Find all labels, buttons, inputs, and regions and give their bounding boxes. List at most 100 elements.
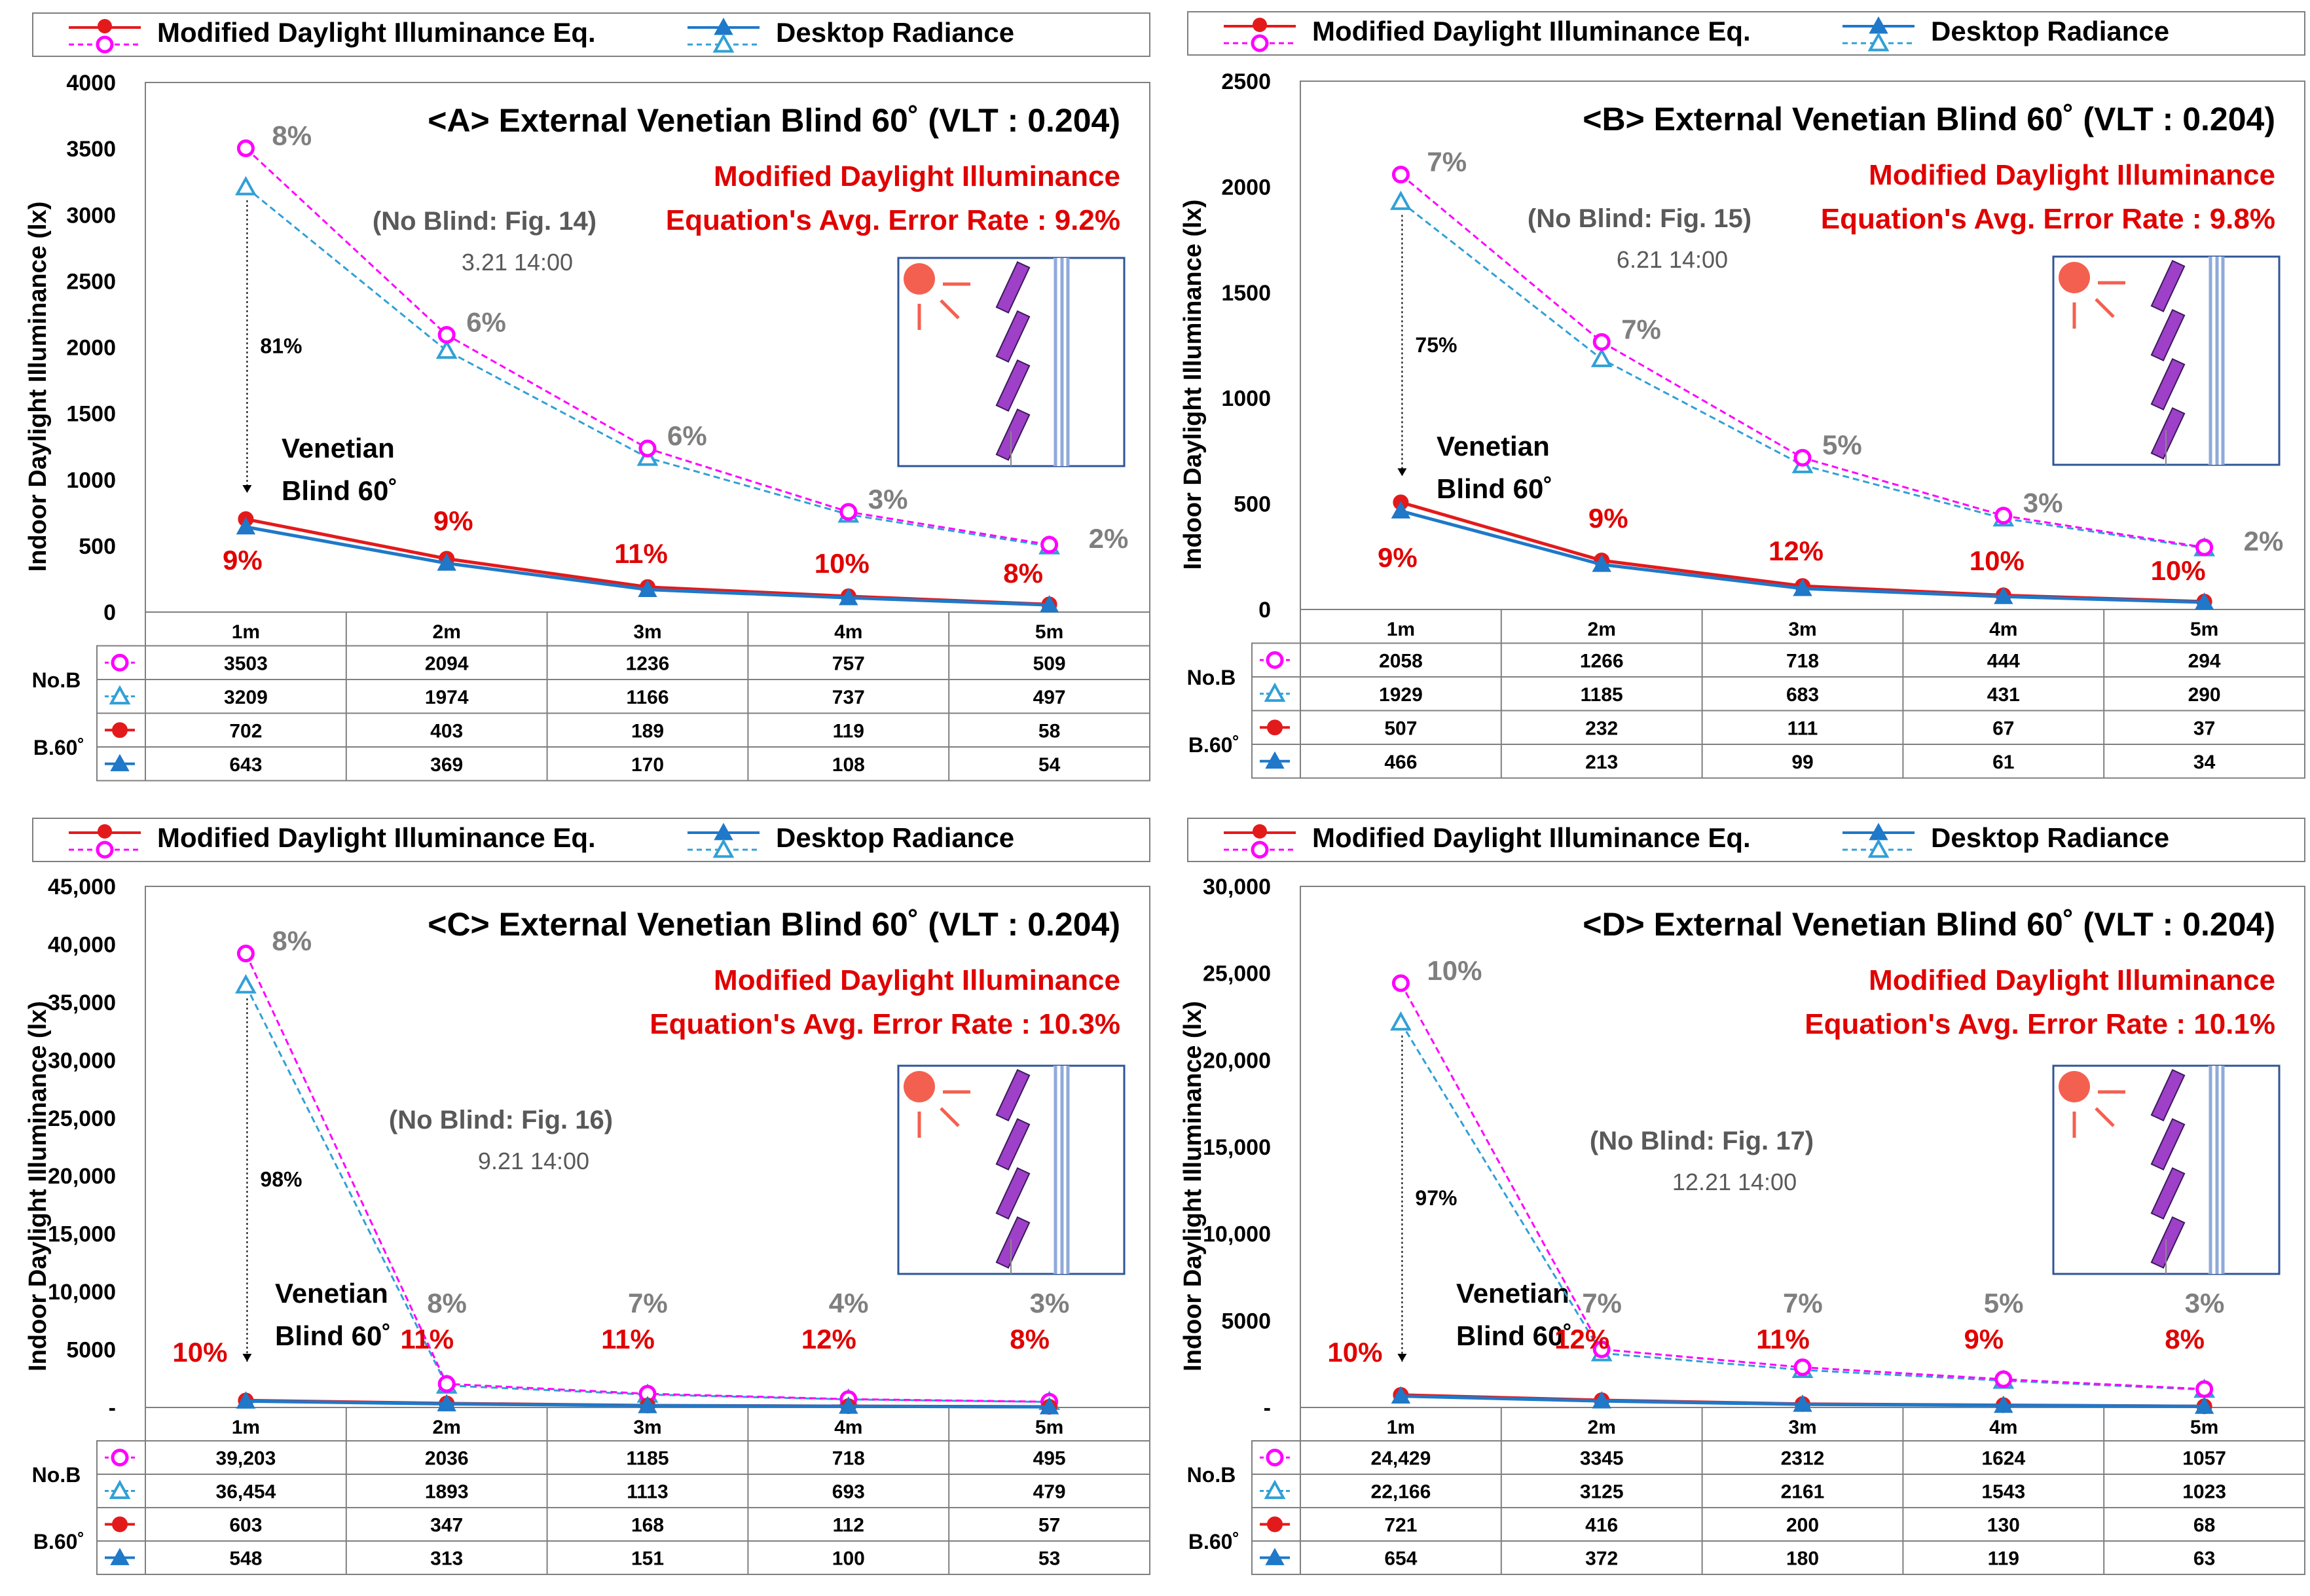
- legend-marker-radiance-noblind: [712, 33, 735, 53]
- venetian-label: Blind 60˚: [275, 1320, 391, 1351]
- x-tick-label: 4m: [1989, 1417, 2017, 1438]
- y-tick-label: 2000: [66, 336, 116, 361]
- error-noblind-label: 8%: [272, 926, 312, 956]
- error-blind-label: 10%: [815, 548, 870, 579]
- table-group-noblind: No.B: [32, 668, 81, 692]
- series-noblind-radiance-point: [235, 175, 257, 196]
- table-legend-marker: [1267, 719, 1283, 736]
- table-cell: 3345: [1580, 1448, 1624, 1470]
- table-cell: 112: [833, 1515, 864, 1536]
- series-noblind-radiance-point: [235, 974, 257, 994]
- table-cell: 643: [229, 754, 262, 776]
- blind-slat-icon: [995, 310, 1031, 363]
- error-blind-label: 9%: [1378, 542, 1418, 573]
- series-noblind-mdie-point: [1793, 1358, 1812, 1377]
- x-tick-label: 3m: [633, 621, 661, 643]
- error-noblind-label: 3%: [868, 484, 908, 515]
- y-tick-label: 2000: [1221, 175, 1271, 200]
- table-legend-marker: [109, 685, 131, 705]
- series-noblind-mdie-point: [2195, 1380, 2214, 1398]
- legend-mdie-label: Modified Daylight Illuminance Eq.: [1312, 16, 1751, 46]
- table-cell: 36,454: [216, 1481, 276, 1503]
- table-cell: 2161: [1781, 1481, 1825, 1503]
- table-cell: 507: [1384, 717, 1417, 739]
- table-cell: 61: [1992, 752, 2014, 773]
- table-legend-marker: [1265, 751, 1285, 769]
- table-cell: 718: [832, 1448, 865, 1470]
- table-cell: 22,166: [1371, 1481, 1431, 1503]
- legend-mdie-label: Modified Daylight Illuminance Eq.: [1312, 822, 1751, 853]
- series-blind-radiance-point: [236, 1391, 256, 1409]
- y-tick-label: 15,000: [48, 1222, 116, 1247]
- error-noblind-label: 2%: [2244, 526, 2284, 556]
- table-cell: 3209: [224, 687, 268, 708]
- y-axis-label: Indoor Daylight Illuminance (lx): [24, 1001, 52, 1371]
- table-cell: 2058: [1379, 650, 1423, 672]
- series-noblind-mdie-point: [236, 945, 255, 963]
- table-legend-marker: [1266, 1449, 1284, 1466]
- error-blind-label: 8%: [1003, 558, 1043, 589]
- chart-title: <A> External Venetian Blind 60˚ (VLT : 0…: [428, 102, 1120, 139]
- chart-title: <C> External Venetian Blind 60˚ (VLT : 0…: [428, 906, 1120, 943]
- y-tick-label: 1500: [66, 402, 116, 427]
- y-tick-label: 10,000: [1203, 1222, 1271, 1247]
- table-group-noblind: No.B: [32, 1463, 81, 1487]
- table-cell: 119: [1988, 1548, 2019, 1570]
- table-group-blind: B.60˚: [1188, 1530, 1239, 1553]
- arrow-head: [1397, 468, 1407, 477]
- table-cell: 54: [1038, 754, 1061, 776]
- series-blind-radiance-point: [236, 517, 256, 535]
- table-cell: 53: [1038, 1548, 1060, 1570]
- table-cell: 290: [2188, 684, 2221, 706]
- legend-mdie-label: Modified Daylight Illuminance Eq.: [157, 17, 596, 48]
- table-cell: 1893: [425, 1481, 469, 1503]
- table-cell: 119: [833, 720, 864, 742]
- error-noblind-label: 7%: [1783, 1288, 1823, 1318]
- table-cell: 479: [1033, 1481, 1066, 1503]
- y-tick-label: -: [109, 1396, 116, 1421]
- table-cell: 67: [1992, 717, 2014, 739]
- series-noblind-mdie-point: [1391, 974, 1410, 992]
- y-tick-label: 35,000: [48, 990, 116, 1015]
- legend-marker-mdie: [1253, 824, 1267, 839]
- table-cell: 2312: [1781, 1448, 1825, 1470]
- series-noblind-mdie-point: [437, 1375, 456, 1393]
- error-noblind-label: 8%: [427, 1288, 467, 1318]
- y-tick-label: 25,000: [48, 1106, 116, 1131]
- table-legend-marker: [111, 653, 129, 672]
- error-noblind-label: 10%: [1427, 955, 1482, 986]
- legend-radiance-label: Desktop Radiance: [1931, 822, 2169, 853]
- y-tick-label: 10,000: [48, 1280, 116, 1305]
- table-group-blind: B.60˚: [33, 736, 84, 759]
- venetian-label: Blind 60˚: [282, 475, 397, 506]
- table-group-noblind: No.B: [1187, 1463, 1236, 1487]
- y-axis-label: Indoor Daylight Illuminance (lx): [1179, 1001, 1207, 1371]
- error-blind-label: 8%: [2165, 1324, 2205, 1354]
- chart-panel-a: Modified Daylight Illuminance Eq. Desktop…: [24, 12, 1150, 782]
- blind-slat-icon: [995, 1118, 1031, 1170]
- table-cell: 369: [430, 754, 463, 776]
- y-tick-label: 30,000: [1203, 875, 1271, 899]
- table-cell: 721: [1384, 1515, 1417, 1536]
- x-tick-label: 1m: [232, 621, 260, 643]
- error-noblind-label: 3%: [2023, 488, 2063, 518]
- table-cell: 1266: [1580, 650, 1624, 672]
- table-cell: 1185: [1581, 684, 1623, 706]
- series-noblind-mdie-point: [1793, 448, 1812, 467]
- error-noblind-label: 2%: [1089, 523, 1129, 554]
- series-noblind-mdie-point: [437, 325, 456, 344]
- legend-marker-radiance-noblind: [712, 838, 735, 858]
- table-cell: 495: [1033, 1448, 1066, 1470]
- error-blind-label: 8%: [1010, 1324, 1050, 1354]
- table-cell: 294: [2188, 650, 2221, 672]
- error-rate: Equation's Avg. Error Rate : 9.8%: [1821, 203, 2275, 235]
- table-cell: 3503: [224, 653, 268, 674]
- arrow-head: [242, 1354, 252, 1362]
- series-noblind-mdie-point: [1391, 166, 1410, 184]
- table-cell: 509: [1033, 653, 1066, 674]
- y-tick-label: 1000: [1221, 386, 1271, 411]
- table-cell: 603: [229, 1515, 262, 1536]
- table-cell: 466: [1384, 752, 1417, 773]
- legend-marker-mdie-noblind: [96, 841, 114, 859]
